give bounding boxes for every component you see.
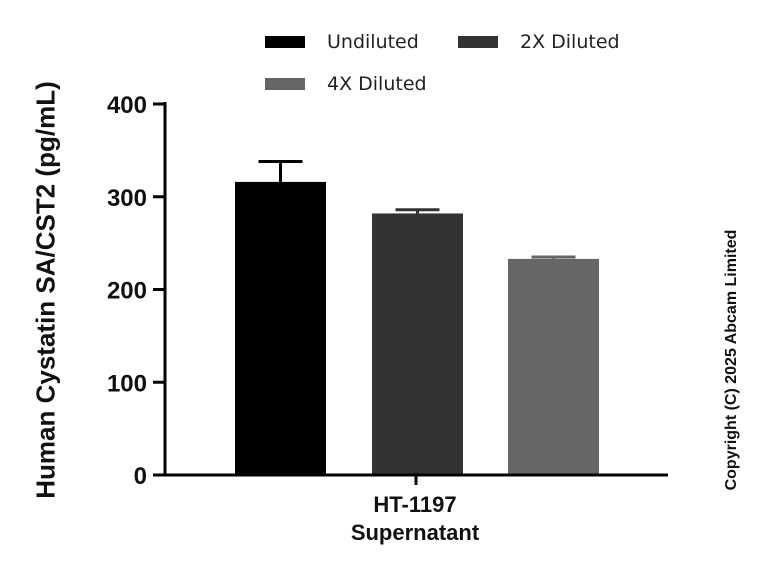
legend-item-2x-diluted: 2X Diluted [458, 31, 620, 53]
bar-3 [508, 258, 599, 475]
y-tick-label-300: 300 [107, 185, 147, 212]
x-tick-label-line-1: HT-1197 [373, 492, 457, 517]
y-tick-label-100: 100 [107, 370, 147, 397]
y-tick-label-400: 400 [107, 92, 147, 119]
legend-label-undiluted: Undiluted [327, 31, 419, 53]
bar-2 [372, 213, 463, 475]
legend-label-4x-diluted: 4X Diluted [327, 73, 427, 95]
error-bars-group [258, 160, 576, 259]
legend-swatch-2x-diluted [458, 36, 498, 48]
legend-swatch-undiluted [265, 36, 305, 48]
x-tick-label-line-2: Supernatant [350, 520, 480, 545]
copyright-text: Copyright (C) 2025 Abcam Limited [723, 229, 740, 491]
legend-item-undiluted: Undiluted [265, 31, 419, 53]
legend-item-4x-diluted: 4X Diluted [265, 73, 427, 95]
y-ticks-group: 0 100 200 300 400 [107, 92, 165, 490]
y-tick-label-0: 0 [134, 463, 147, 490]
y-axis-title-text: Human Cystatin SA/CST2 (pg/mL) [30, 81, 61, 499]
bars-group [235, 181, 599, 475]
legend-label-2x-diluted: 2X Diluted [520, 31, 620, 53]
bar-1 [235, 181, 326, 475]
y-tick-label-200: 200 [107, 278, 147, 305]
legend-swatch-4x-diluted [265, 78, 305, 90]
